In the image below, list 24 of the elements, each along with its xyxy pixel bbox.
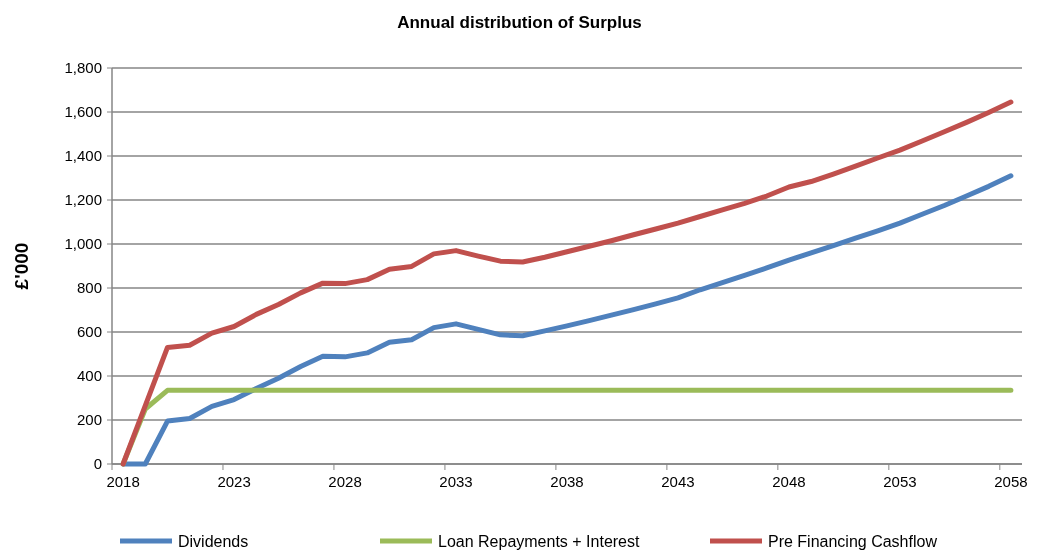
y-tick-label: 600	[76, 323, 102, 341]
x-tick-label: 2043	[661, 473, 695, 490]
y-tick-label: 1,800	[64, 59, 102, 77]
x-tick-label: 2028	[328, 473, 362, 490]
x-tick-label: 2058	[994, 473, 1028, 490]
x-tick-label: 2018	[106, 473, 140, 490]
legend-label: Loan Repayments + Interest	[438, 532, 641, 550]
y-tick-label: 400	[76, 367, 102, 385]
x-tick-label: 2048	[772, 473, 806, 490]
y-tick-label: 1,000	[64, 235, 102, 253]
x-tick-label: 2053	[883, 473, 917, 490]
y-tick-label: 800	[76, 279, 102, 297]
chart-title: Annual distribution of Surplus	[397, 13, 642, 32]
y-tick-label: 1,600	[64, 103, 102, 121]
x-tick-label: 2038	[550, 473, 584, 490]
legend-label: Dividends	[178, 532, 249, 550]
legend-label: Pre Financing Cashflow	[768, 532, 938, 550]
x-tick-label: 2033	[439, 473, 473, 490]
y-tick-label: 200	[76, 411, 102, 429]
y-axis-title: £'000	[11, 242, 32, 290]
y-tick-label: 1,400	[64, 147, 102, 165]
y-tick-label: 1,200	[64, 191, 102, 209]
y-tick-label: 0	[93, 455, 102, 473]
x-tick-label: 2023	[217, 473, 251, 490]
